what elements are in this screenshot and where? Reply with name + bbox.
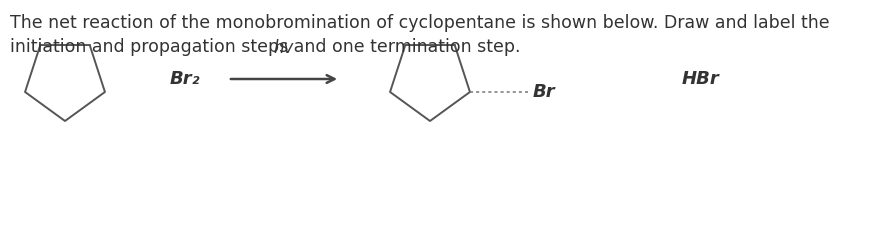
Text: The net reaction of the monobromination of cyclopentane is shown below. Draw and: The net reaction of the monobromination …	[10, 14, 830, 32]
Text: Br₂: Br₂	[170, 70, 200, 88]
Text: Br: Br	[533, 83, 556, 101]
Text: HBr: HBr	[681, 70, 719, 88]
Text: hv: hv	[274, 39, 294, 57]
Text: initiation and propagation steps and one termination step.: initiation and propagation steps and one…	[10, 38, 521, 56]
